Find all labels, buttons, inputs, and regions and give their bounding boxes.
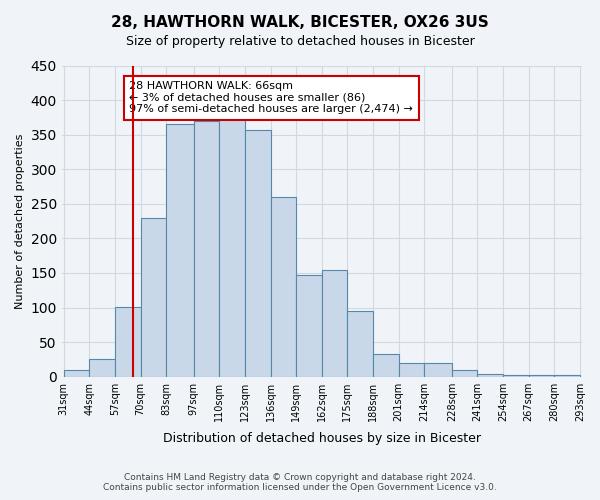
- Bar: [296, 275, 322, 376]
- Bar: [220, 118, 245, 376]
- Bar: [478, 374, 503, 376]
- Bar: [373, 354, 398, 376]
- Bar: [503, 374, 529, 376]
- Bar: [89, 360, 115, 376]
- Y-axis label: Number of detached properties: Number of detached properties: [15, 134, 25, 309]
- X-axis label: Distribution of detached houses by size in Bicester: Distribution of detached houses by size …: [163, 432, 481, 445]
- Text: 28, HAWTHORN WALK, BICESTER, OX26 3US: 28, HAWTHORN WALK, BICESTER, OX26 3US: [111, 15, 489, 30]
- Bar: [529, 374, 554, 376]
- Bar: [271, 197, 296, 376]
- Bar: [194, 121, 220, 376]
- Bar: [424, 363, 452, 376]
- Bar: [140, 218, 166, 376]
- Bar: [398, 363, 424, 376]
- Bar: [452, 370, 478, 376]
- Bar: [347, 311, 373, 376]
- Text: Contains HM Land Registry data © Crown copyright and database right 2024.
Contai: Contains HM Land Registry data © Crown c…: [103, 473, 497, 492]
- Text: Size of property relative to detached houses in Bicester: Size of property relative to detached ho…: [125, 35, 475, 48]
- Bar: [245, 130, 271, 376]
- Bar: [64, 370, 89, 376]
- Bar: [166, 124, 194, 376]
- Bar: [322, 270, 347, 376]
- Text: 28 HAWTHORN WALK: 66sqm
← 3% of detached houses are smaller (86)
97% of semi-det: 28 HAWTHORN WALK: 66sqm ← 3% of detached…: [130, 81, 413, 114]
- Bar: [115, 307, 140, 376]
